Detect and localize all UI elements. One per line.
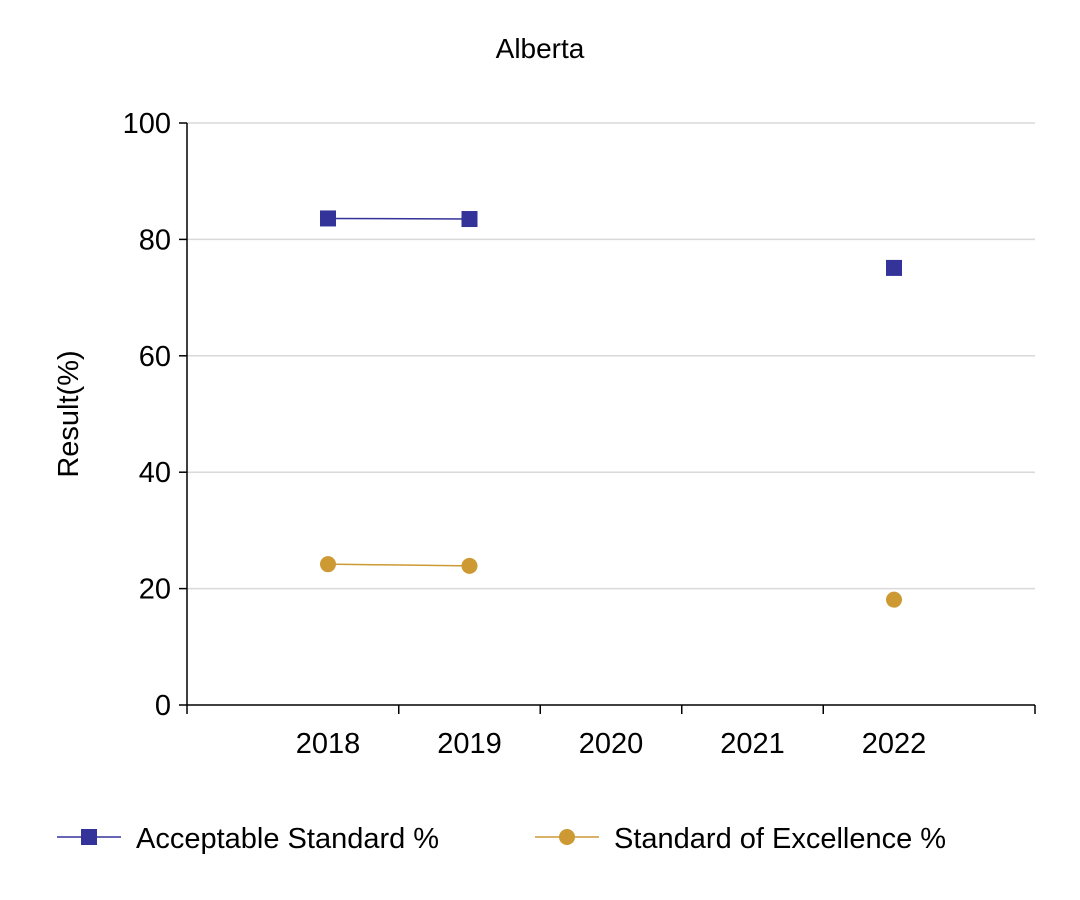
y-tick-label: 0	[155, 690, 171, 722]
series-standard-of-excellence	[320, 556, 902, 608]
legend-item: Acceptable Standard %	[57, 823, 439, 855]
x-tick-label: 2019	[437, 728, 502, 760]
data-point-square	[461, 211, 478, 228]
y-axis-label: Result(%)	[53, 350, 85, 477]
x-tick-label: 2020	[579, 728, 644, 760]
x-tick-label: 2018	[296, 728, 361, 760]
x-tick-labels: 2018 2019 2020 2021 2022	[296, 728, 927, 760]
y-tick-label: 40	[139, 457, 171, 489]
gridlines	[187, 122, 1035, 590]
data-series	[320, 210, 902, 608]
data-point-circle	[886, 591, 902, 608]
legend-item: Standard of Excellence %	[535, 823, 946, 855]
data-point-square	[886, 259, 902, 276]
series-acceptable-standard	[320, 210, 902, 276]
y-tick-labels: 0 20 40 60 80 100	[123, 108, 171, 722]
series-line-segment	[327, 563, 470, 567]
legend: Acceptable Standard % Standard of Excelle…	[57, 823, 946, 855]
legend-label: Standard of Excellence %	[614, 823, 946, 855]
data-point-circle	[461, 557, 478, 574]
y-tick-label: 20	[139, 574, 171, 606]
x-tick-label: 2021	[720, 728, 785, 760]
y-tick-label: 100	[123, 108, 171, 140]
legend-marker-square	[81, 829, 97, 845]
series-line-segment	[327, 217, 470, 220]
legend-marker-circle	[559, 829, 575, 845]
y-tick-label: 80	[139, 224, 171, 256]
axes	[179, 122, 1036, 714]
y-tick-label: 60	[139, 341, 171, 373]
data-point-square	[320, 210, 336, 227]
chart-title: Alberta	[496, 33, 585, 64]
legend-label: Acceptable Standard %	[136, 823, 439, 855]
x-tick-label: 2022	[862, 728, 927, 760]
data-point-circle	[320, 556, 336, 573]
